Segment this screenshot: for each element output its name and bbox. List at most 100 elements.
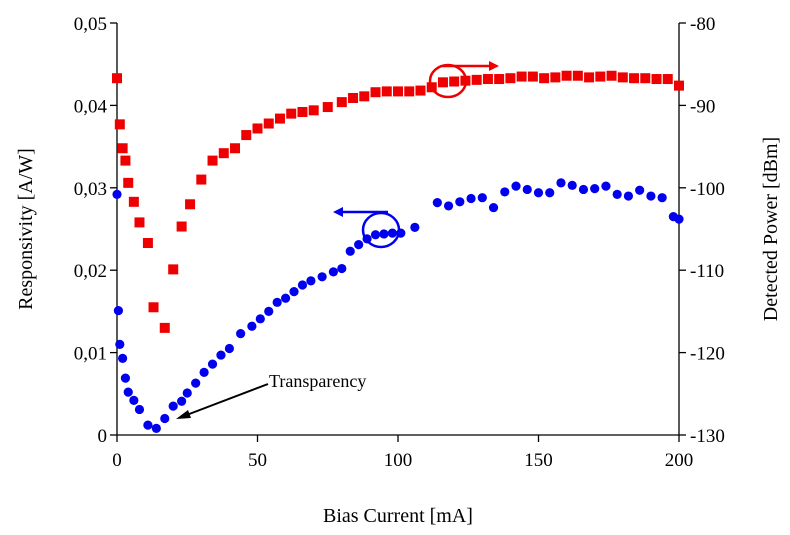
- blue-circle-point: [236, 329, 246, 339]
- blue-circle-point: [646, 191, 656, 201]
- blue-circle-point: [328, 267, 338, 277]
- red-series-axis-arrow-head: [489, 61, 499, 71]
- red-square-point: [322, 102, 333, 113]
- y-axis-title: Responsivity [A/W]: [15, 148, 37, 310]
- blue-circle-point: [255, 314, 265, 324]
- blue-circle-point: [129, 395, 139, 405]
- y-tick-label: 0,04: [74, 96, 108, 117]
- red-square-point: [415, 85, 426, 96]
- red-square-point: [494, 74, 505, 85]
- red-square-point: [539, 73, 550, 84]
- red-square-point: [595, 71, 606, 82]
- blue-circle-point: [500, 187, 510, 197]
- y2-tick-label: -90: [690, 96, 715, 117]
- blue-circle-point: [511, 181, 521, 191]
- transparency-arrow-head: [176, 410, 191, 419]
- red-square-point: [505, 73, 516, 84]
- blue-circle-point: [224, 343, 234, 354]
- blue-circle-point: [264, 306, 274, 316]
- blue-circle-point: [533, 188, 544, 198]
- blue-circle-point: [488, 202, 499, 213]
- x-tick-label: 0: [112, 450, 122, 471]
- blue-circle-point: [477, 193, 487, 203]
- red-square-point: [482, 74, 493, 85]
- x-tick-label: 50: [248, 450, 267, 471]
- blue-circle-point: [182, 388, 192, 398]
- blue-circle-point: [612, 189, 622, 199]
- blue-circle-point: [317, 272, 327, 282]
- y2-axis-title: Detected Power [dBm]: [760, 137, 782, 321]
- red-square-point: [142, 238, 153, 249]
- red-square-point: [404, 86, 415, 97]
- blue-circle-point: [567, 180, 577, 190]
- blue-circle-point: [168, 401, 178, 411]
- ticks: [110, 22, 686, 442]
- red-square-point: [449, 76, 460, 87]
- red-square-point: [297, 106, 308, 117]
- blue-circle-point: [432, 198, 442, 208]
- x-tick-label: 200: [665, 450, 694, 471]
- y2-tick-label: -110: [690, 261, 724, 282]
- blue-circle-point: [455, 197, 465, 207]
- blue-circle-point: [522, 184, 532, 195]
- blue-circle-point: [590, 184, 600, 194]
- blue-circle-point: [143, 420, 153, 430]
- y2-tick-label: -130: [690, 426, 725, 447]
- red-square-point: [120, 155, 131, 166]
- transparency-label: Transparency: [269, 371, 366, 391]
- red-square-point: [359, 91, 370, 102]
- red-square-point: [348, 92, 359, 103]
- blue-circle-point: [443, 201, 454, 211]
- blue-circle-point: [370, 230, 381, 240]
- series-layer: [112, 70, 684, 434]
- blue-circle-point: [578, 184, 589, 195]
- blue-circle-point: [387, 228, 397, 238]
- y-tick-label: 0,02: [74, 261, 107, 282]
- blue-circle-point: [118, 353, 128, 363]
- red-square-point: [252, 123, 263, 134]
- blue-circle-point: [199, 367, 209, 377]
- red-square-point: [527, 71, 538, 82]
- blue-circle-point: [354, 240, 364, 250]
- red-square-point: [241, 130, 252, 141]
- blue-circle-point: [151, 423, 161, 434]
- red-square-point: [629, 73, 640, 84]
- red-square-point: [640, 73, 651, 84]
- blue-circle-point: [345, 246, 355, 256]
- blue-circle-point: [466, 193, 476, 204]
- red-square-point: [606, 70, 617, 81]
- red-square-point: [437, 77, 448, 88]
- red-square-point: [159, 322, 170, 333]
- red-square-point: [651, 74, 662, 85]
- blue-circle-point: [306, 276, 316, 286]
- blue-circle-point: [623, 191, 634, 201]
- blue-circle-point: [337, 263, 347, 274]
- red-square-point: [230, 143, 241, 154]
- x-axis-title: Bias Current [mA]: [323, 505, 473, 527]
- red-square-point: [117, 143, 128, 154]
- blue-series-axis-arrow-head: [333, 207, 343, 217]
- red-square-point: [218, 148, 229, 159]
- y-tick-label: 0: [98, 426, 108, 447]
- red-square-point: [550, 72, 561, 83]
- red-square-point: [471, 74, 482, 85]
- red-square-point: [370, 87, 381, 98]
- y-tick-label: 0,03: [74, 179, 107, 200]
- blue-circle-point: [112, 189, 122, 199]
- red-square-point: [561, 70, 572, 81]
- red-square-point: [196, 174, 207, 185]
- red-square-point: [148, 302, 159, 313]
- blue-circle-point: [297, 280, 308, 290]
- tick-labels: 0 50 100 150 200 0 0,01 0,02 0,03 0,04 0,05 -130 -12…: [74, 14, 725, 471]
- red-square-point: [123, 177, 134, 188]
- blue-circle-point: [247, 321, 257, 331]
- blue-circle-point: [410, 222, 420, 232]
- y-tick-label: 0,01: [74, 344, 107, 365]
- blue-circle-point: [545, 188, 555, 198]
- red-square-point: [207, 155, 218, 166]
- red-square-point: [336, 97, 347, 108]
- y2-tick-label: -80: [690, 14, 715, 35]
- decorations: Transparency: [176, 61, 499, 419]
- x-tick-label: 150: [524, 450, 553, 471]
